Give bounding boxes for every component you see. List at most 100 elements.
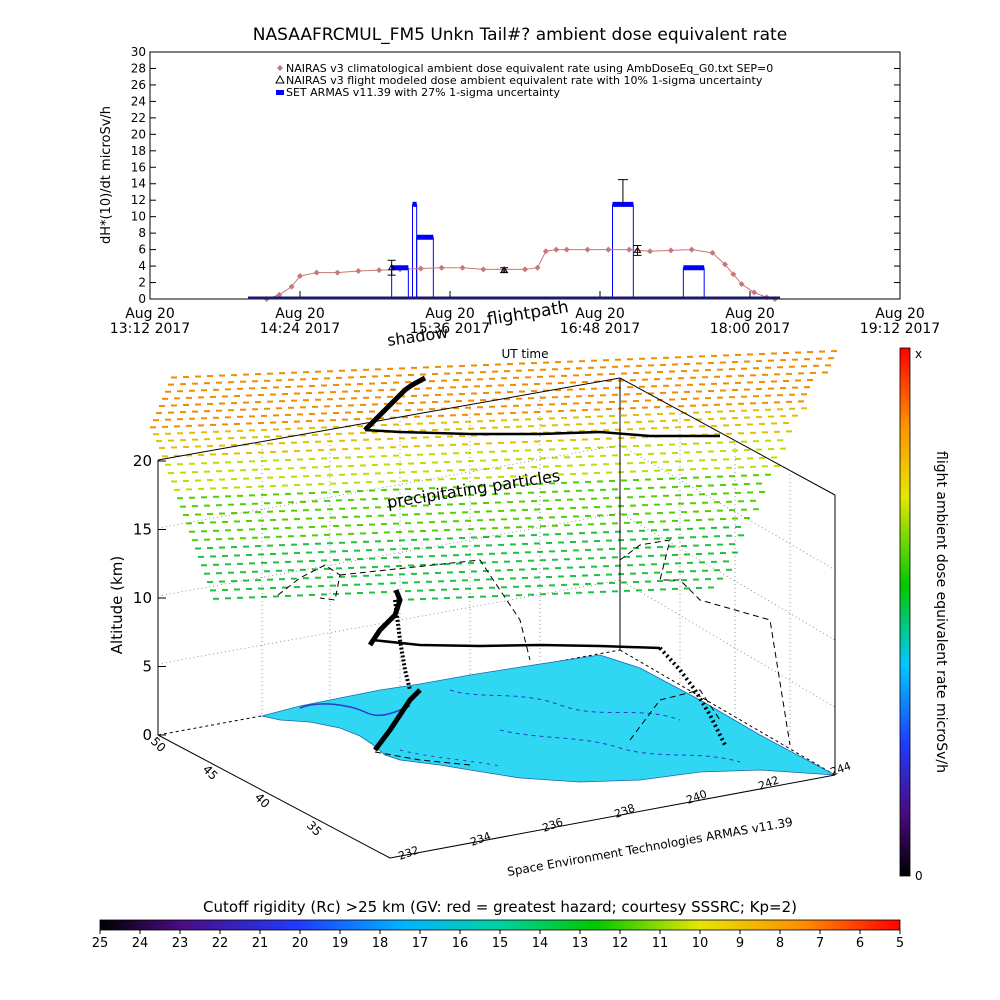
latitude-tick-label: 45: [200, 762, 221, 783]
dose-colorbar-bottom: 0: [915, 869, 923, 883]
rigidity-tick-label: 23: [172, 936, 189, 951]
climatological-line: [266, 249, 776, 300]
y-tick-label: 20: [131, 127, 146, 141]
ground-map: [261, 654, 836, 783]
x-tick-label: Aug 20: [575, 306, 625, 322]
climatological-point: [313, 269, 320, 276]
rigidity-tick-label: 10: [692, 936, 709, 951]
shadow-annotation: shadow: [386, 323, 449, 350]
y-tick-label: 4: [138, 259, 146, 273]
climatological-point: [288, 283, 295, 290]
rigidity-tick-label: 24: [132, 936, 149, 951]
y-tick-label: 8: [138, 226, 146, 240]
y-tick-label: 10: [131, 210, 146, 224]
legend-marker: [275, 74, 285, 84]
dose-colorbar: x 0 flight ambient dose equivalent rate …: [899, 347, 949, 883]
latitude-tick-label: 40: [252, 790, 273, 811]
x-tick-label: Aug 20: [125, 306, 175, 322]
dose-rate-chart: NASAAFRCMUL_FM5 Unkn Tail#? ambient dose…: [99, 25, 940, 361]
climatological-point: [584, 246, 591, 253]
chart-title: NASAAFRCMUL_FM5 Unkn Tail#? ambient dose…: [253, 25, 787, 45]
rigidity-ticks: 25 24 23 22 21 20 19 18 17 16 15 14 13 12 11 10 9 8 7 6 5: [92, 930, 904, 951]
rigidity-tick-label: 17: [412, 936, 429, 951]
longitude-tick-label: 232: [397, 843, 421, 862]
x-tick-label: 16:48 2017: [560, 321, 640, 337]
climatological-point: [553, 246, 560, 253]
climatological-point: [709, 249, 716, 256]
modeled-point: [633, 246, 642, 253]
altitude-tick-label: 0: [142, 726, 152, 744]
flightpath-annotation: flightpath: [486, 297, 570, 330]
climatological-point: [534, 264, 541, 271]
dose-colorbar-label: flight ambient dose equivalent rate micr…: [933, 451, 949, 773]
series-modeled: [387, 244, 642, 276]
climatological-point: [376, 267, 383, 274]
altitude-tick-label: 15: [133, 521, 152, 539]
series-armas: [391, 179, 705, 271]
legend-label: NAIRAS v3 climatological ambient dose eq…: [286, 62, 773, 75]
climatological-point: [522, 266, 528, 273]
y-tick-label: 0: [138, 292, 146, 306]
climatological-point: [276, 291, 283, 298]
climatological-point: [605, 246, 612, 253]
longitude-tick-label: 238: [613, 801, 637, 820]
y-tick-label: 30: [131, 45, 146, 59]
climatological-point: [417, 265, 424, 272]
dose-colorbar-top: x: [915, 347, 922, 361]
legend: NAIRAS v3 climatological ambient dose eq…: [275, 62, 773, 99]
climatological-point: [647, 248, 653, 255]
longitude-tick-label: 244: [829, 759, 853, 778]
y-tick-label: 16: [131, 160, 146, 174]
modeled-point: [387, 263, 396, 271]
y-tick-label: 24: [131, 94, 146, 108]
altitude-tick-label: 10: [133, 589, 152, 607]
rigidity-tick-label: 6: [856, 936, 864, 951]
rigidity-tick-label: 18: [372, 936, 389, 951]
flight-path: [277, 375, 791, 766]
climatological-point: [738, 281, 745, 288]
climatological-point: [563, 246, 570, 253]
y-tick-label: 6: [138, 243, 146, 257]
y-tick-label: 18: [131, 144, 146, 158]
altitude-axis-label: Altitude (km): [108, 556, 126, 654]
rigidity-tick-label: 19: [332, 936, 349, 951]
legend-marker: [276, 90, 284, 95]
x-tick-label: 19:12 2017: [860, 321, 940, 337]
x-tick-label: Aug 20: [725, 306, 775, 322]
x-tick-label: 18:00 2017: [710, 321, 790, 337]
y-tick-label: 28: [131, 61, 146, 75]
climatological-point: [480, 266, 487, 273]
longitude-tick-label: 234: [469, 829, 493, 848]
y-tick-label: 2: [138, 276, 146, 290]
x-tick-label: Aug 20: [275, 306, 325, 322]
climatological-point: [334, 269, 341, 276]
legend-label: SET ARMAS v11.39 with 27% 1-sigma uncert…: [286, 86, 560, 99]
climatological-point: [730, 271, 737, 278]
climatological-point: [667, 247, 674, 254]
x-axis-label: UT time: [501, 347, 548, 361]
rigidity-tick-label: 11: [652, 936, 669, 951]
altitude-tick-label: 5: [142, 658, 152, 676]
y-tick-label: 12: [131, 193, 146, 207]
climatological-point: [722, 261, 728, 268]
rigidity-tick-label: 16: [452, 936, 469, 951]
rigidity-tick-label: 9: [736, 936, 744, 951]
legend-marker: [277, 65, 283, 71]
climatological-point: [438, 264, 445, 271]
series-climatological: [263, 246, 778, 302]
scene-grid: [157, 392, 836, 745]
modeled-point: [500, 266, 509, 273]
rigidity-tick-label: 8: [776, 936, 784, 951]
y-tick-label: 14: [131, 177, 146, 191]
precipitating-particles-field: [150, 350, 837, 601]
rigidity-colorbar-title: Cutoff rigidity (Rc) >25 km (GV: red = g…: [203, 898, 797, 916]
altitude-ticks: 0 5 10 15 20: [133, 452, 166, 744]
climatological-point: [688, 246, 695, 253]
y-tick-label: 22: [131, 111, 146, 125]
rigidity-tick-label: 13: [572, 936, 589, 951]
longitude-tick-label: 240: [685, 787, 709, 806]
